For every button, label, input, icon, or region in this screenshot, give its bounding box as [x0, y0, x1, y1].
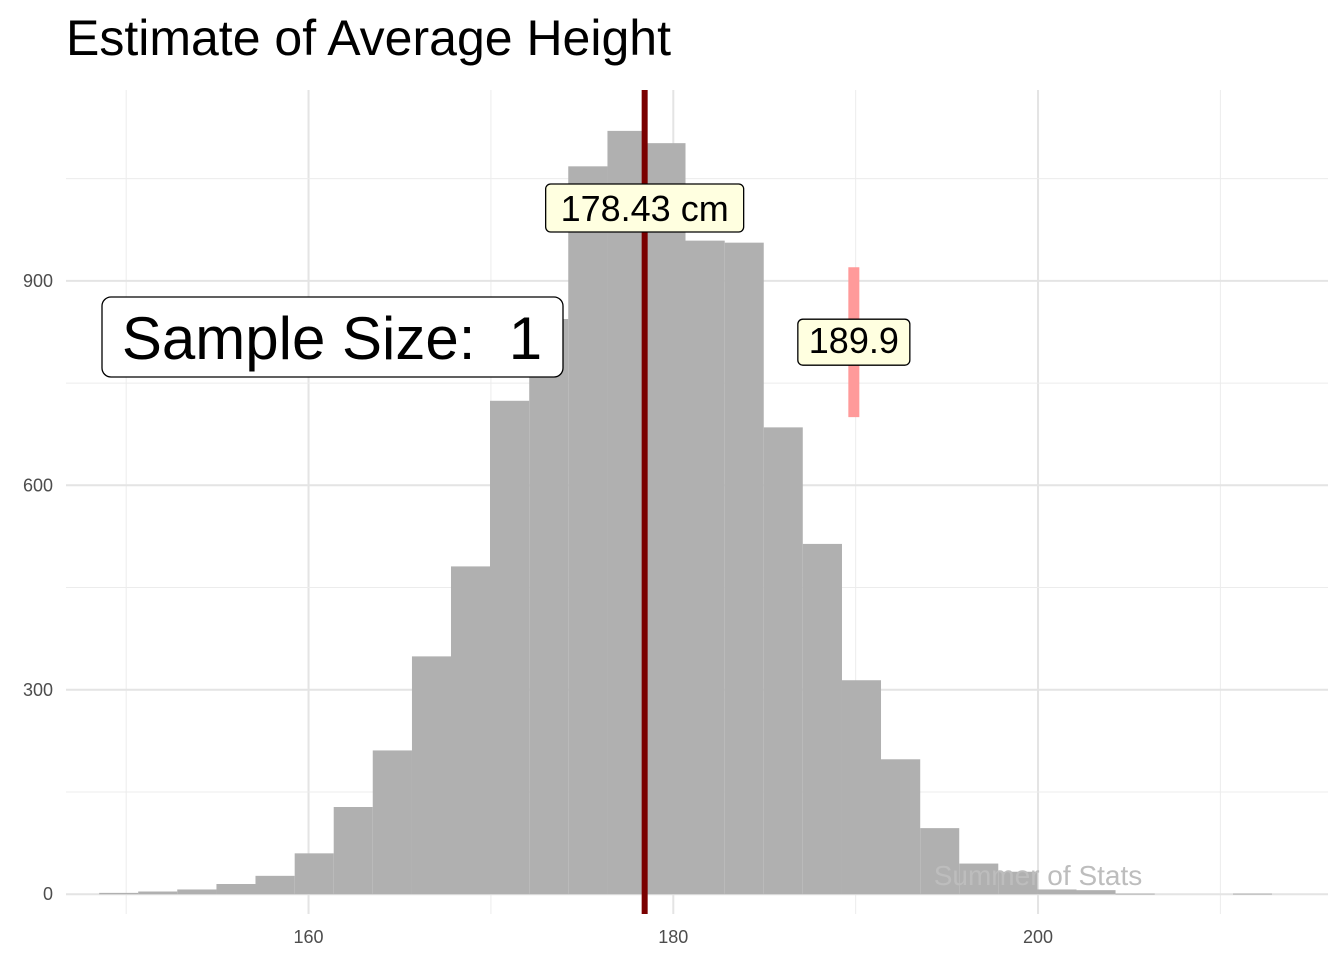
histogram-bar	[724, 242, 764, 895]
histogram-bar	[841, 680, 882, 895]
histogram-bar	[1115, 893, 1155, 895]
histogram-bar	[177, 889, 217, 895]
histogram-bar	[646, 143, 686, 895]
histogram-bar	[685, 240, 725, 895]
sample-marker: 189.9	[797, 267, 911, 418]
axis-ticks: 160 180 200 0 300 600 900	[23, 271, 1053, 947]
chart-title: Estimate of Average Height	[66, 10, 671, 66]
sample-value-label: 189.9	[809, 320, 899, 361]
histogram-bar	[450, 566, 491, 895]
histogram-bars	[99, 130, 1273, 895]
sample-value-box	[797, 318, 911, 366]
histogram-bar	[998, 871, 1038, 895]
histogram-bar	[1232, 893, 1273, 895]
histogram-bar	[99, 892, 139, 895]
histogram-bar	[802, 543, 842, 895]
y-tick-label: 300	[23, 680, 53, 700]
histogram-bar	[920, 828, 960, 895]
histogram-bar	[255, 875, 295, 895]
y-tick-label: 0	[43, 884, 53, 904]
histogram-bar	[959, 863, 999, 895]
histogram-bar	[529, 319, 569, 895]
histogram-bar	[216, 884, 256, 895]
x-tick-label: 160	[294, 927, 324, 947]
histogram-bar	[881, 759, 921, 895]
histogram-bar	[333, 806, 373, 895]
histogram-bar	[294, 853, 334, 895]
histogram-bar	[1076, 890, 1116, 895]
mean-value-label: 178.43 cm	[561, 188, 729, 229]
y-tick-label: 900	[23, 271, 53, 291]
histogram-bar	[138, 891, 178, 895]
mean-value-box	[545, 183, 745, 233]
histogram-bar	[568, 166, 608, 895]
sample-size-label: Sample Size: 1	[122, 305, 542, 372]
histogram-bar	[1037, 889, 1077, 895]
watermark-caption: Summer of Stats	[934, 860, 1143, 891]
x-tick-label: 200	[1023, 927, 1053, 947]
histogram-bar	[607, 130, 647, 895]
histogram-bar	[763, 427, 803, 895]
sample-size-annotation: Sample Size: 1	[101, 296, 564, 378]
histogram-bar	[372, 750, 412, 895]
x-tick-label: 180	[658, 927, 688, 947]
histogram-bar	[411, 656, 451, 895]
sample-size-box	[101, 296, 564, 378]
histogram-bar	[490, 400, 530, 895]
y-tick-label: 600	[23, 475, 53, 495]
mean-line: 178.43 cm	[545, 90, 745, 914]
